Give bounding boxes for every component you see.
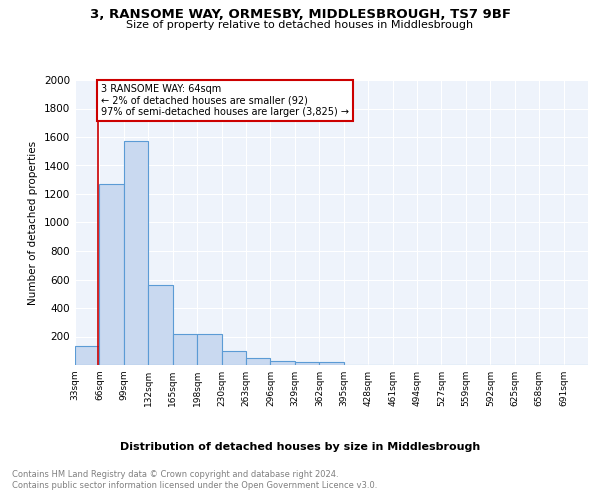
- Text: 3 RANSOME WAY: 64sqm
← 2% of detached houses are smaller (92)
97% of semi-detach: 3 RANSOME WAY: 64sqm ← 2% of detached ho…: [101, 84, 349, 117]
- Bar: [173, 334, 197, 365]
- Bar: [124, 142, 148, 365]
- Text: Contains HM Land Registry data © Crown copyright and database right 2024.: Contains HM Land Registry data © Crown c…: [12, 470, 338, 479]
- Bar: [319, 362, 344, 365]
- Text: Distribution of detached houses by size in Middlesbrough: Distribution of detached houses by size …: [120, 442, 480, 452]
- Bar: [246, 358, 271, 365]
- Text: Size of property relative to detached houses in Middlesbrough: Size of property relative to detached ho…: [127, 20, 473, 30]
- Bar: [221, 351, 246, 365]
- Y-axis label: Number of detached properties: Number of detached properties: [28, 140, 38, 304]
- Bar: [197, 334, 221, 365]
- Bar: [100, 184, 124, 365]
- Text: Contains public sector information licensed under the Open Government Licence v3: Contains public sector information licen…: [12, 481, 377, 490]
- Bar: [271, 362, 295, 365]
- Bar: [148, 285, 173, 365]
- Text: 3, RANSOME WAY, ORMESBY, MIDDLESBROUGH, TS7 9BF: 3, RANSOME WAY, ORMESBY, MIDDLESBROUGH, …: [89, 8, 511, 20]
- Bar: [75, 346, 100, 365]
- Bar: [295, 362, 319, 365]
